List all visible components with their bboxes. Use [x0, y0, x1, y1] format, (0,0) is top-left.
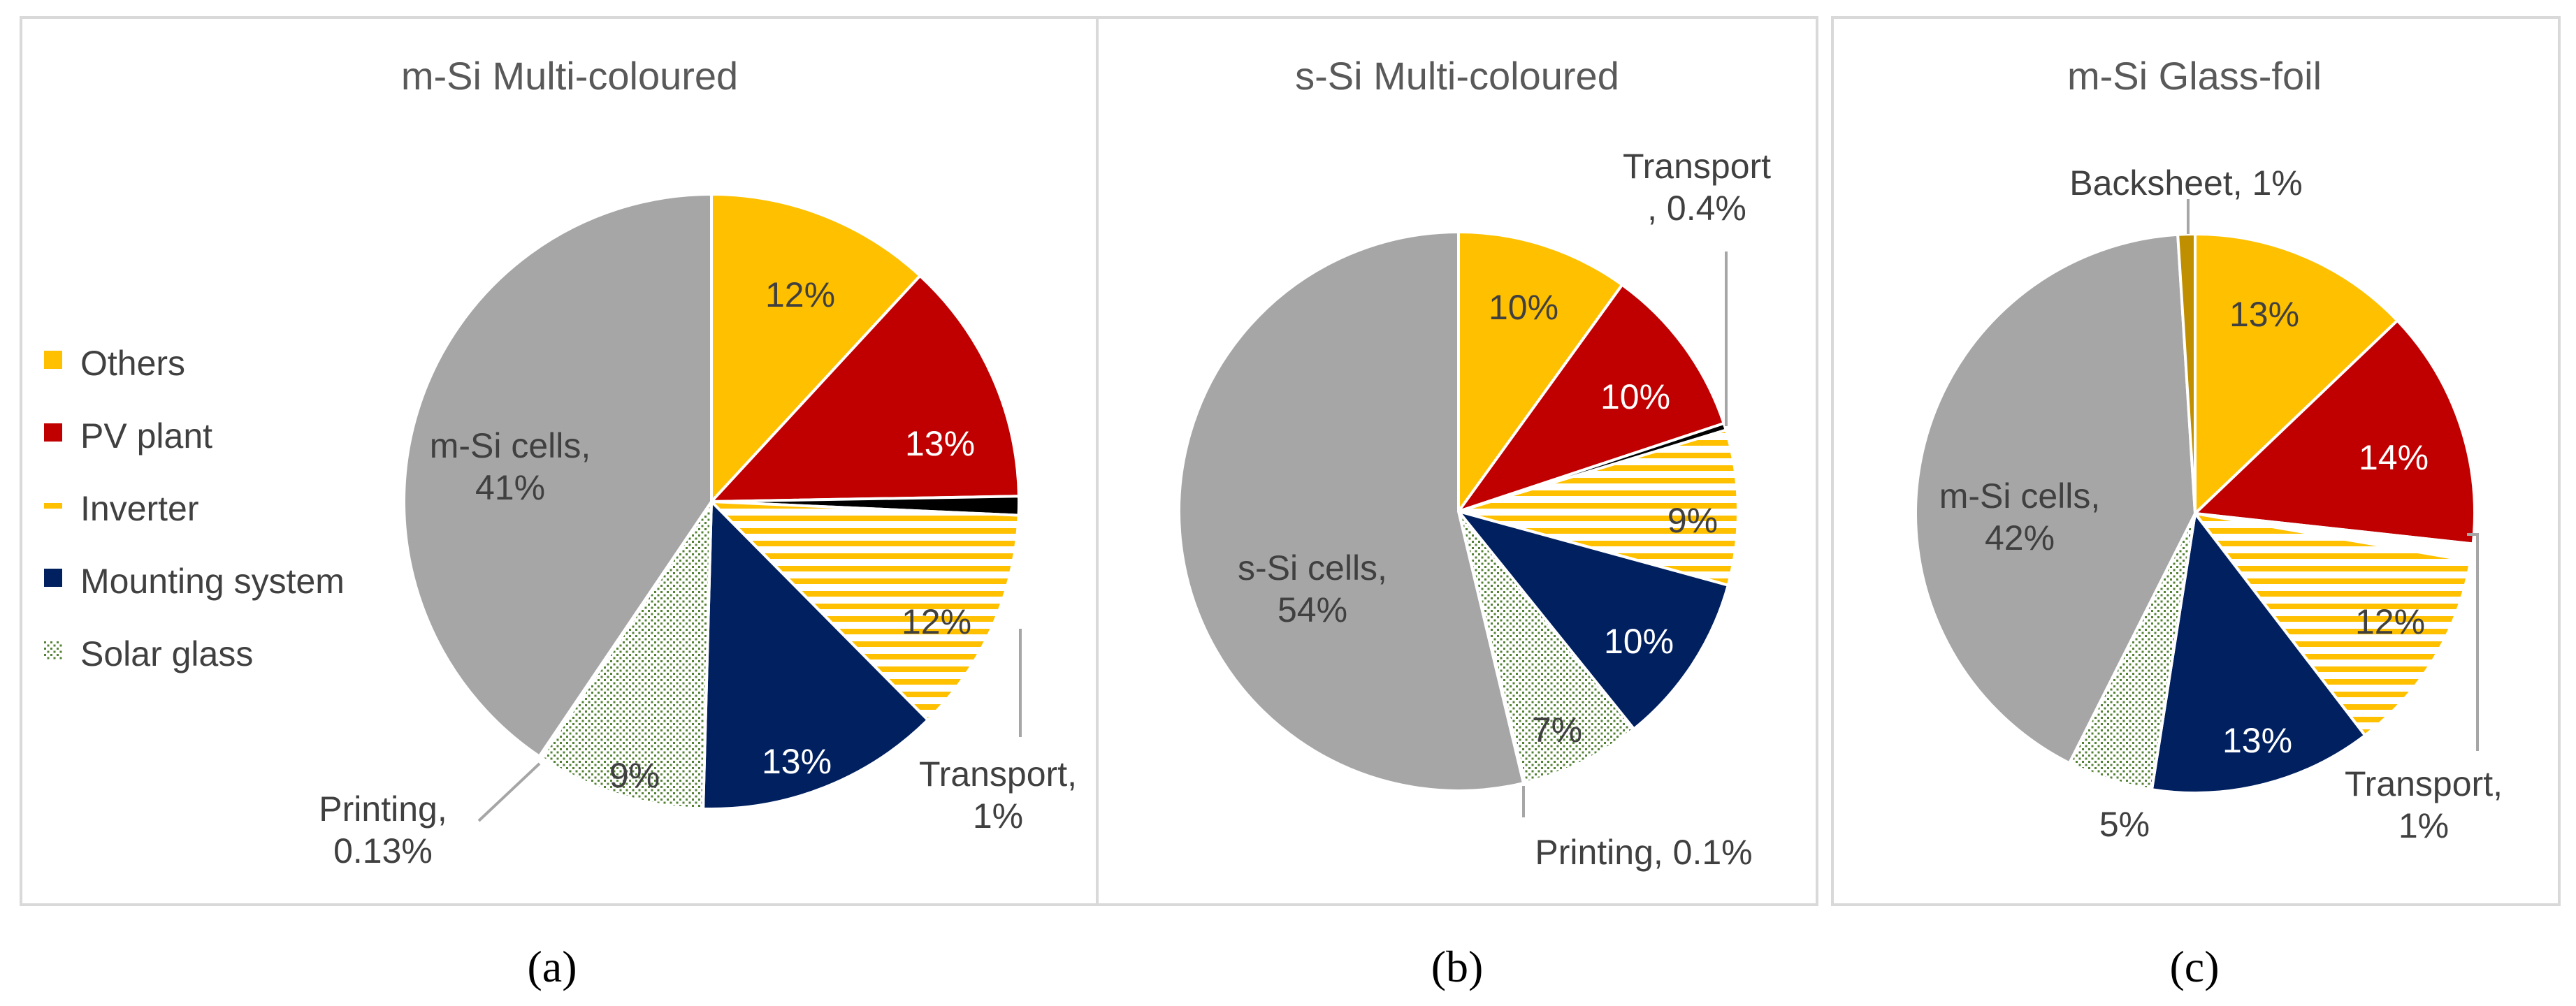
pie-slice-others — [1457, 231, 1624, 513]
data-label-transport: Transport, 0.4% — [1623, 147, 1771, 228]
legend-swatch-solar-glass — [44, 641, 62, 659]
caption-a: (a) — [527, 942, 577, 991]
data-label-solar-glass: 9% — [609, 756, 660, 795]
legend-label-solar-glass: Solar glass — [80, 634, 253, 673]
data-label-inverter: 12% — [902, 602, 971, 641]
pie-slice-others — [2194, 233, 2399, 515]
legend-label-inverter: Inverter — [80, 489, 199, 528]
pie-slice-mounting-system — [2150, 512, 2367, 794]
legend-label-others: Others — [80, 344, 185, 383]
data-label-mounting-system: 13% — [2222, 721, 2292, 760]
pie-slice-solar-glass — [540, 500, 713, 810]
pie-slice-m-si-cells — [1914, 233, 2197, 765]
legend-label-pv-plant: PV plant — [80, 416, 212, 455]
data-label-pv-plant: 14% — [2359, 438, 2429, 477]
data-label-others: 12% — [765, 275, 835, 314]
pie-slice-solar-glass — [1457, 510, 1635, 785]
data-label-s-si-cells: s-Si cells, 54% — [1238, 548, 1387, 629]
panel-b-title: s-Si Multi-coloured — [1295, 54, 1619, 98]
pie-slice-others — [710, 193, 922, 503]
data-label-mounting-system: 10% — [1604, 622, 1674, 661]
pie-slice-s-si-cells — [1178, 231, 1525, 792]
data-label-solar-glass: 7% — [1532, 710, 1582, 750]
data-label-solar-glass: 5% — [2099, 805, 2150, 844]
leader-line-transport — [2467, 533, 2479, 751]
legend-swatch-inverter — [44, 496, 62, 514]
data-label-transport: Transport, 1% — [2345, 764, 2503, 845]
data-label-printing: Printing, 0.1% — [1535, 833, 1752, 872]
pie-chart-a: 12% 13% Transport, 1% 12% 13% 9% Printing, 0.13%… — [319, 193, 1077, 870]
legend-swatch-mounting-system — [44, 569, 62, 587]
pie-chart-b: 10% 10% Transport, 0.4% 9% 10% 7% Printing, 0.… — [1178, 147, 1771, 872]
pie-slice-m-si-cells — [403, 193, 713, 758]
caption-c: (c) — [2169, 942, 2219, 991]
data-label-backsheet: Backsheet, 1% — [2069, 163, 2303, 203]
data-label-printing: Printing, 0.13% — [319, 789, 447, 870]
data-label-pv-plant: 13% — [905, 424, 975, 463]
caption-b: (b) — [1431, 942, 1484, 991]
pie-slice-pv-plant — [1457, 283, 1725, 513]
pie-slice-inverter — [1457, 428, 1739, 587]
pie-slice-mounting-system — [1457, 510, 1730, 731]
data-label-others: 13% — [2229, 295, 2299, 334]
pie-slice-pv-plant — [2194, 319, 2476, 546]
data-label-transport: Transport, 1% — [919, 754, 1077, 836]
pie-chart-c: 13% 14% Transport, 1% 12% 13% 5% m-Si cells, 42%… — [1914, 163, 2503, 845]
data-label-mounting-system: 13% — [762, 742, 832, 781]
data-label-pv-plant: 10% — [1600, 377, 1670, 416]
pie-slice-pv-plant — [710, 274, 1020, 503]
legend-swatch-others — [44, 351, 62, 369]
legend-label-mounting-system: Mounting system — [80, 562, 345, 601]
data-label-m-si-cells: m-Si cells, 42% — [1939, 476, 2101, 557]
data-label-others: 10% — [1489, 288, 1558, 327]
data-label-m-si-cells: m-Si cells, 41% — [430, 426, 591, 507]
data-label-inverter: 12% — [2355, 602, 2425, 641]
pie-slice-backsheet — [2176, 233, 2197, 515]
pie-slice-mounting-system — [702, 500, 929, 810]
leader-line-printing — [477, 762, 541, 822]
pie-slice-inverter — [710, 500, 1020, 722]
data-label-inverter: 9% — [1667, 501, 1718, 540]
pie-slice-inverter — [2194, 512, 2473, 737]
legend-swatch-pv-plant — [44, 423, 62, 442]
legend: Others PV plant Inverter Mounting system… — [44, 344, 345, 673]
panel-c-title: m-Si Glass-foil — [2067, 54, 2322, 98]
panel-a-title: m-Si Multi-coloured — [401, 54, 738, 98]
